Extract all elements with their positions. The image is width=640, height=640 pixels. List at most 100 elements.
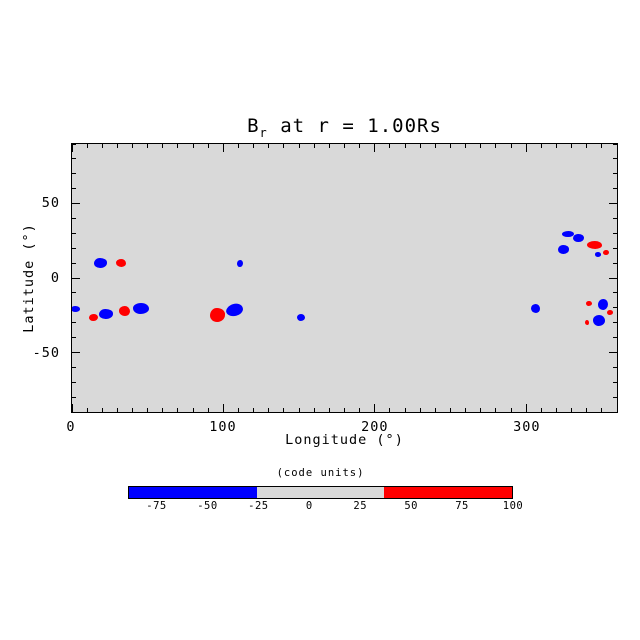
y-tick-right bbox=[609, 351, 617, 353]
x-axis-title: Longitude (°) bbox=[285, 432, 404, 448]
y-tick-left bbox=[72, 217, 76, 219]
plot-title: Br at r = 1.00Rs bbox=[71, 115, 618, 140]
y-tick-left bbox=[72, 292, 76, 294]
x-tick-top bbox=[525, 144, 527, 152]
field-region-negative bbox=[72, 305, 81, 312]
x-tick-top bbox=[162, 144, 164, 148]
x-tick-top bbox=[328, 144, 330, 148]
x-tick-bottom bbox=[162, 408, 164, 412]
y-tick-left bbox=[72, 158, 76, 160]
x-tick-bottom bbox=[101, 408, 103, 412]
x-tick-top bbox=[555, 144, 557, 148]
field-region-negative bbox=[573, 234, 584, 243]
x-tick-bottom bbox=[480, 408, 482, 412]
field-region-negative bbox=[224, 302, 245, 319]
x-tick-label: 300 bbox=[513, 419, 541, 435]
x-tick-bottom bbox=[177, 408, 179, 412]
y-tick-left bbox=[72, 144, 76, 145]
x-tick-top bbox=[495, 144, 497, 148]
x-tick-bottom bbox=[72, 404, 73, 412]
colorbar-tick-label: 0 bbox=[305, 500, 313, 512]
colorbar-segment bbox=[129, 487, 257, 498]
field-region-negative bbox=[94, 258, 108, 269]
x-tick-top bbox=[238, 144, 240, 148]
x-tick-top bbox=[571, 144, 573, 148]
x-tick-top bbox=[586, 144, 588, 148]
x-tick-top bbox=[268, 144, 270, 148]
x-tick-top bbox=[101, 144, 103, 148]
x-tick-top bbox=[132, 144, 134, 148]
x-tick-top bbox=[313, 144, 315, 148]
field-region-positive bbox=[89, 313, 98, 321]
colorbar-title: (code units) bbox=[276, 467, 365, 479]
field-region-positive bbox=[607, 309, 613, 315]
x-tick-top bbox=[192, 144, 194, 148]
x-tick-bottom bbox=[616, 408, 617, 412]
x-tick-bottom bbox=[404, 408, 406, 412]
colorbar bbox=[128, 486, 513, 499]
x-tick-label: 0 bbox=[66, 419, 76, 435]
y-tick-right bbox=[613, 232, 617, 234]
x-tick-bottom bbox=[495, 408, 497, 412]
colorbar-tick-label: -25 bbox=[248, 500, 269, 512]
y-tick-right bbox=[613, 217, 617, 219]
colorbar-segment bbox=[384, 487, 512, 498]
x-tick-top bbox=[540, 144, 542, 148]
x-tick-bottom bbox=[147, 408, 149, 412]
colorbar-tick-label: 25 bbox=[353, 500, 368, 512]
y-tick-right bbox=[613, 173, 617, 175]
x-tick-top bbox=[86, 144, 88, 148]
field-region-negative bbox=[598, 298, 609, 310]
x-tick-bottom bbox=[359, 408, 361, 412]
colorbar-tick-label: 75 bbox=[455, 500, 469, 512]
x-tick-bottom bbox=[116, 408, 118, 412]
x-tick-bottom bbox=[344, 408, 345, 412]
x-tick-bottom bbox=[571, 408, 573, 412]
x-tick-bottom bbox=[192, 408, 194, 412]
field-region-negative bbox=[562, 231, 575, 238]
plot-title-base: B bbox=[247, 115, 260, 137]
x-tick-top bbox=[298, 144, 300, 148]
x-tick-top bbox=[434, 144, 436, 148]
x-tick-label: 200 bbox=[361, 419, 389, 435]
x-tick-top bbox=[283, 144, 285, 148]
y-tick-right bbox=[613, 366, 617, 368]
colorbar-tick-label: -75 bbox=[146, 500, 167, 512]
x-tick-top bbox=[601, 144, 603, 148]
y-tick-left bbox=[72, 411, 76, 412]
x-tick-top bbox=[207, 144, 209, 148]
y-tick-right bbox=[613, 411, 617, 412]
field-region-negative bbox=[531, 303, 541, 313]
x-tick-top bbox=[404, 144, 406, 148]
colorbar-tick-labels: -75 -50 -25 0 25 50 75 100 bbox=[128, 500, 522, 514]
field-region-positive bbox=[115, 258, 126, 267]
x-tick-bottom bbox=[207, 408, 209, 412]
y-axis-tick-labels: -50 0 50 bbox=[0, 143, 65, 413]
x-tick-bottom bbox=[586, 408, 588, 412]
y-tick-right bbox=[613, 322, 617, 324]
x-tick-bottom bbox=[222, 404, 224, 412]
y-tick-right bbox=[613, 188, 617, 190]
x-tick-top bbox=[419, 144, 421, 148]
x-tick-label: 100 bbox=[209, 419, 237, 435]
y-tick-right bbox=[613, 396, 617, 398]
x-tick-bottom bbox=[465, 408, 467, 412]
y-tick-right bbox=[609, 277, 617, 279]
x-tick-top bbox=[449, 144, 451, 148]
x-tick-bottom bbox=[313, 408, 315, 412]
y-tick-left bbox=[72, 381, 76, 383]
x-tick-top bbox=[72, 144, 73, 152]
colorbar-tick-label: 50 bbox=[404, 500, 418, 512]
x-tick-top bbox=[253, 144, 255, 148]
x-tick-bottom bbox=[525, 404, 527, 412]
x-tick-bottom bbox=[540, 408, 542, 412]
y-axis-title: Latitude (°) bbox=[21, 223, 37, 333]
y-tick-left bbox=[72, 396, 76, 398]
x-tick-bottom bbox=[253, 408, 255, 412]
x-tick-bottom bbox=[389, 408, 391, 412]
x-tick-top bbox=[359, 144, 361, 148]
field-region-positive bbox=[210, 308, 226, 323]
x-tick-bottom bbox=[238, 408, 240, 412]
x-tick-top bbox=[344, 144, 345, 148]
